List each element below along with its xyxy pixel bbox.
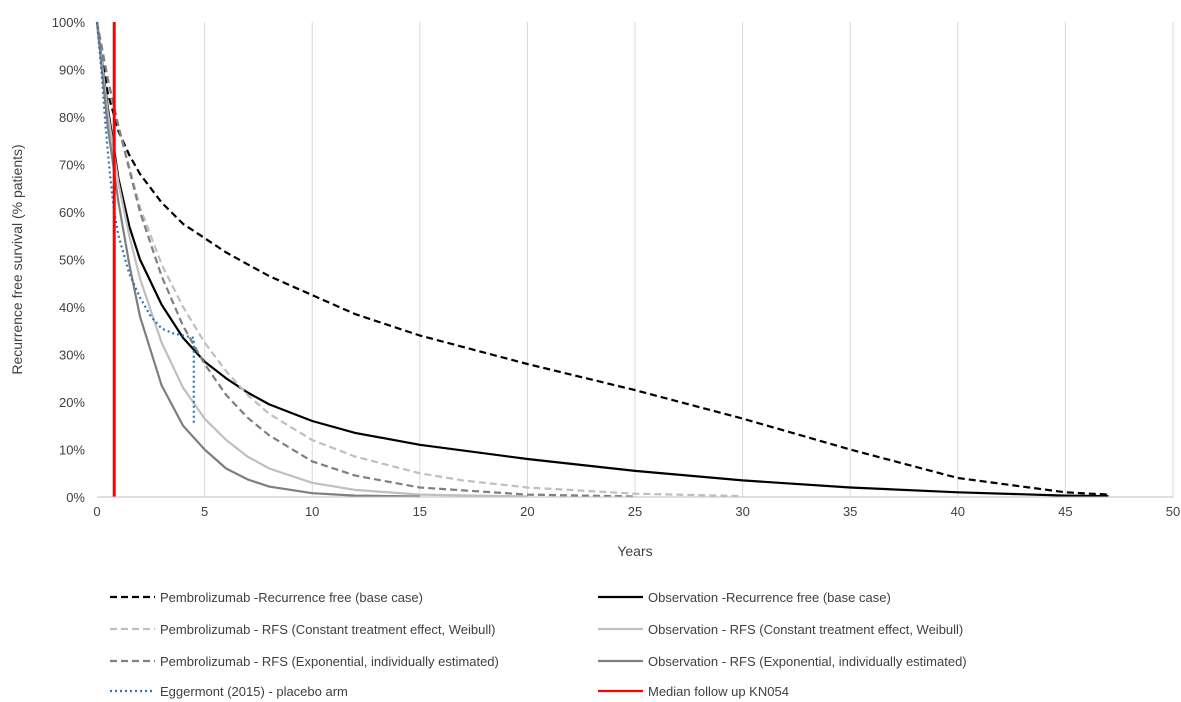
legend-label-7: Eggermont (2015) - placebo arm — [160, 684, 348, 699]
series-line-6 — [95, 21, 420, 498]
x-tick-label: 5 — [201, 504, 208, 519]
y-tick-label: 100% — [52, 15, 86, 30]
y-tick-label: 10% — [59, 443, 85, 458]
x-tick-label: 0 — [93, 504, 100, 519]
legend-label-5: Pembrolizumab - RFS (Exponential, indivi… — [160, 654, 499, 669]
gridlines — [204, 22, 1174, 497]
y-tick-label: 30% — [59, 348, 85, 363]
y-tick-label: 80% — [59, 110, 85, 125]
series-line-4 — [95, 21, 528, 498]
y-tick-label: 0% — [66, 490, 85, 505]
y-tick-label: 70% — [59, 158, 85, 173]
x-tick-label: 35 — [843, 504, 857, 519]
y-tick-label: 20% — [59, 395, 85, 410]
legend-label-3: Pembrolizumab - RFS (Constant treatment … — [160, 622, 495, 637]
x-tick-label: 30 — [735, 504, 749, 519]
series-line-1 — [95, 21, 1109, 496]
series-line-5 — [95, 21, 636, 498]
y-tick-label: 40% — [59, 300, 85, 315]
axes: 0 5 10 15 20 25 30 35 40 45 50 0% 10% 20% 30% 40% 50% 60%… — [52, 15, 1180, 519]
legend: Pembrolizumab -Recurrence free (base cas… — [110, 590, 967, 699]
series-lines — [95, 21, 1109, 498]
series-line-2 — [95, 21, 1109, 498]
x-tick-label: 45 — [1058, 504, 1072, 519]
series-line-3 — [95, 21, 743, 498]
y-tick-label: 60% — [59, 205, 85, 220]
legend-label-2: Observation -Recurrence free (base case) — [648, 590, 891, 605]
legend-label-1: Pembrolizumab -Recurrence free (base cas… — [160, 590, 423, 605]
x-tick-label: 10 — [305, 504, 319, 519]
x-axis-title: Years — [617, 543, 652, 559]
x-tick-label: 20 — [520, 504, 534, 519]
x-tick-label: 25 — [628, 504, 642, 519]
series-line-7 — [95, 21, 195, 426]
x-tick-label: 40 — [951, 504, 965, 519]
legend-label-4: Observation - RFS (Constant treatment ef… — [648, 622, 963, 637]
y-tick-label: 50% — [59, 253, 85, 268]
legend-label-8: Median follow up KN054 — [648, 684, 789, 699]
x-tick-label: 15 — [413, 504, 427, 519]
y-axis-title: Recurrence free survival (% patients) — [9, 144, 25, 374]
y-tick-label: 90% — [59, 63, 85, 78]
x-tick-label: 50 — [1166, 504, 1180, 519]
legend-label-6: Observation - RFS (Exponential, individu… — [648, 654, 967, 669]
